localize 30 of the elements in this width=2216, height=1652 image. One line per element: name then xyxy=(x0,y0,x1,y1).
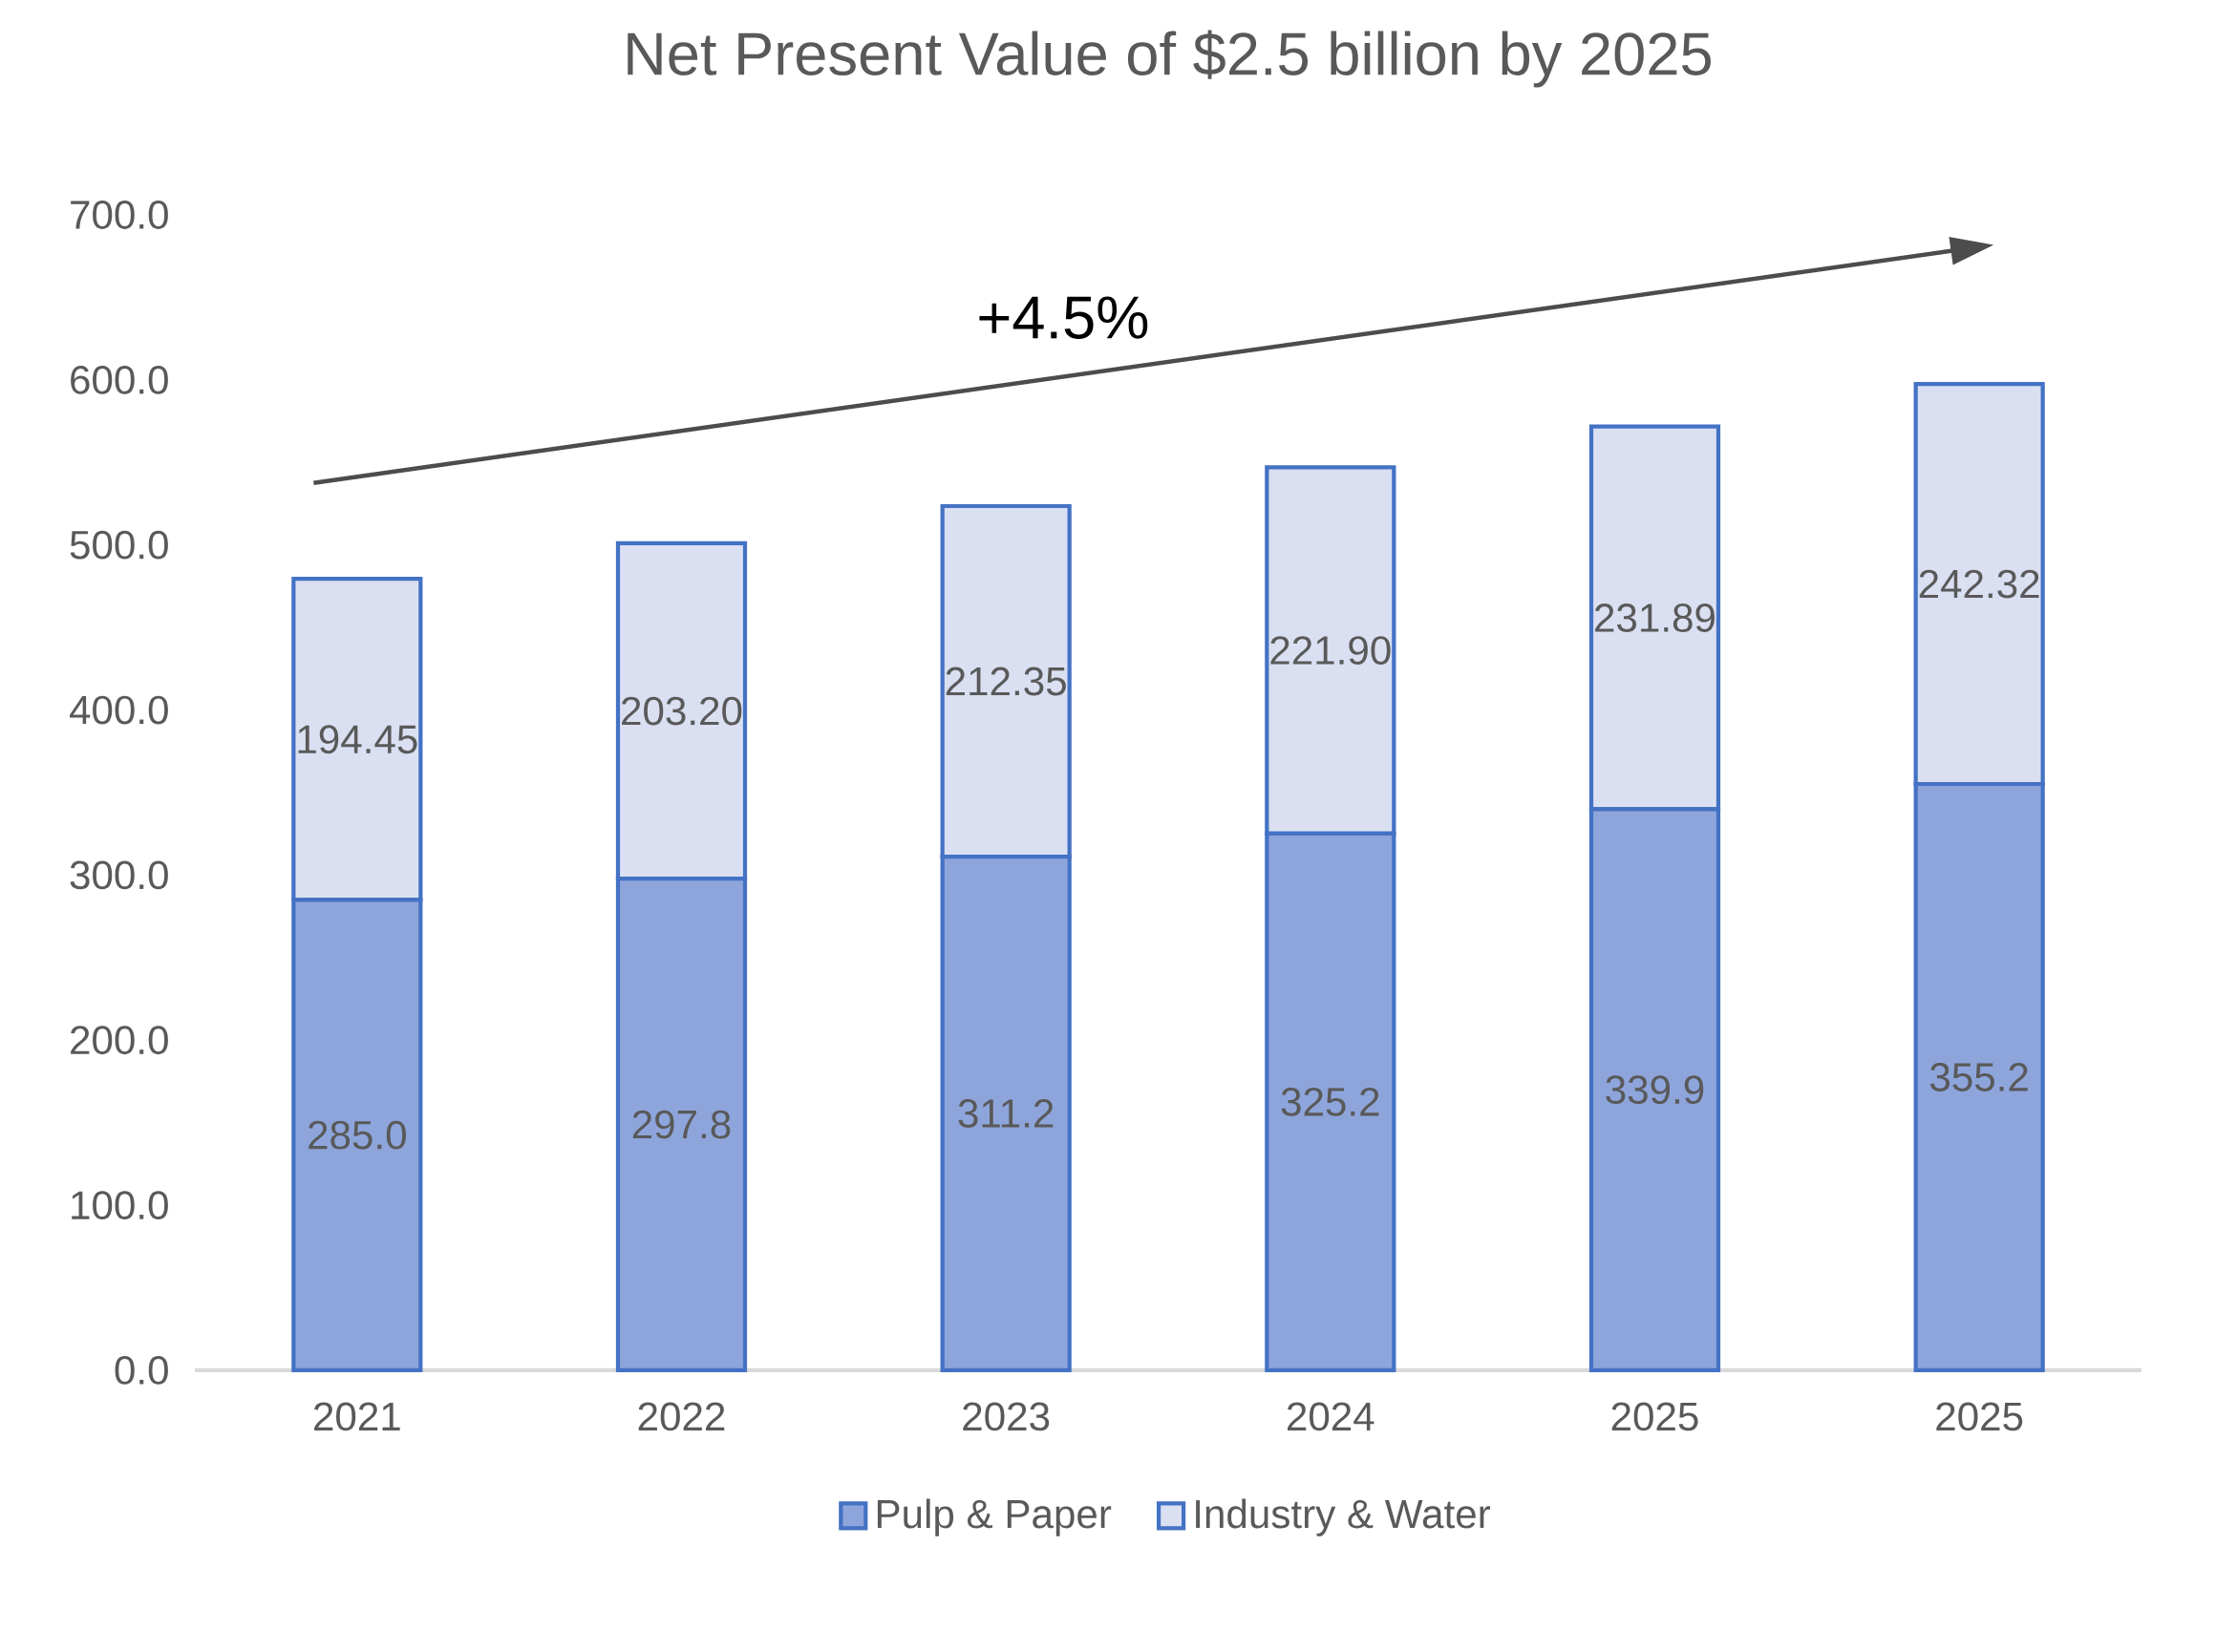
data-label: 325.2 xyxy=(1281,1088,1379,1116)
data-label: 221.90 xyxy=(1270,636,1391,665)
y-tick-label: 300.0 xyxy=(70,860,168,890)
legend-label: Industry & Water xyxy=(1196,1498,1491,1536)
x-tick-label: 2022 xyxy=(638,1402,725,1431)
y-tick-label: 0.0 xyxy=(115,1356,168,1385)
x-tick-label: 2025 xyxy=(1936,1402,2023,1431)
x-tick-label: 2023 xyxy=(963,1402,1050,1431)
chart-title: Net Present Value of $2.5 billion by 2025 xyxy=(628,30,1711,88)
y-tick-label: 700.0 xyxy=(71,201,168,229)
data-label: 231.89 xyxy=(1595,604,1715,632)
data-label: 194.45 xyxy=(298,725,417,754)
data-label: 212.35 xyxy=(946,667,1066,696)
data-label: 355.2 xyxy=(1929,1063,2028,1091)
y-tick-label: 400.0 xyxy=(69,695,168,725)
data-label: 311.2 xyxy=(958,1099,1054,1128)
data-label: 285.0 xyxy=(309,1120,406,1150)
y-tick-label: 500.0 xyxy=(70,530,168,560)
legend-label: Pulp & Paper xyxy=(877,1498,1112,1536)
y-tick-label: 600.0 xyxy=(71,365,168,394)
data-label: 242.32 xyxy=(1919,569,2039,599)
x-tick-label: 2025 xyxy=(1611,1402,1698,1431)
data-label: 203.20 xyxy=(622,696,742,726)
y-tick-label: 100.0 xyxy=(72,1191,168,1220)
y-tick-label: 200.0 xyxy=(71,1026,168,1055)
x-tick-label: 2024 xyxy=(1288,1402,1374,1431)
data-label: 297.8 xyxy=(632,1110,731,1139)
data-label: 339.9 xyxy=(1606,1075,1704,1105)
annotation: +4.5% xyxy=(979,296,1148,339)
x-tick-label: 2021 xyxy=(314,1402,400,1431)
